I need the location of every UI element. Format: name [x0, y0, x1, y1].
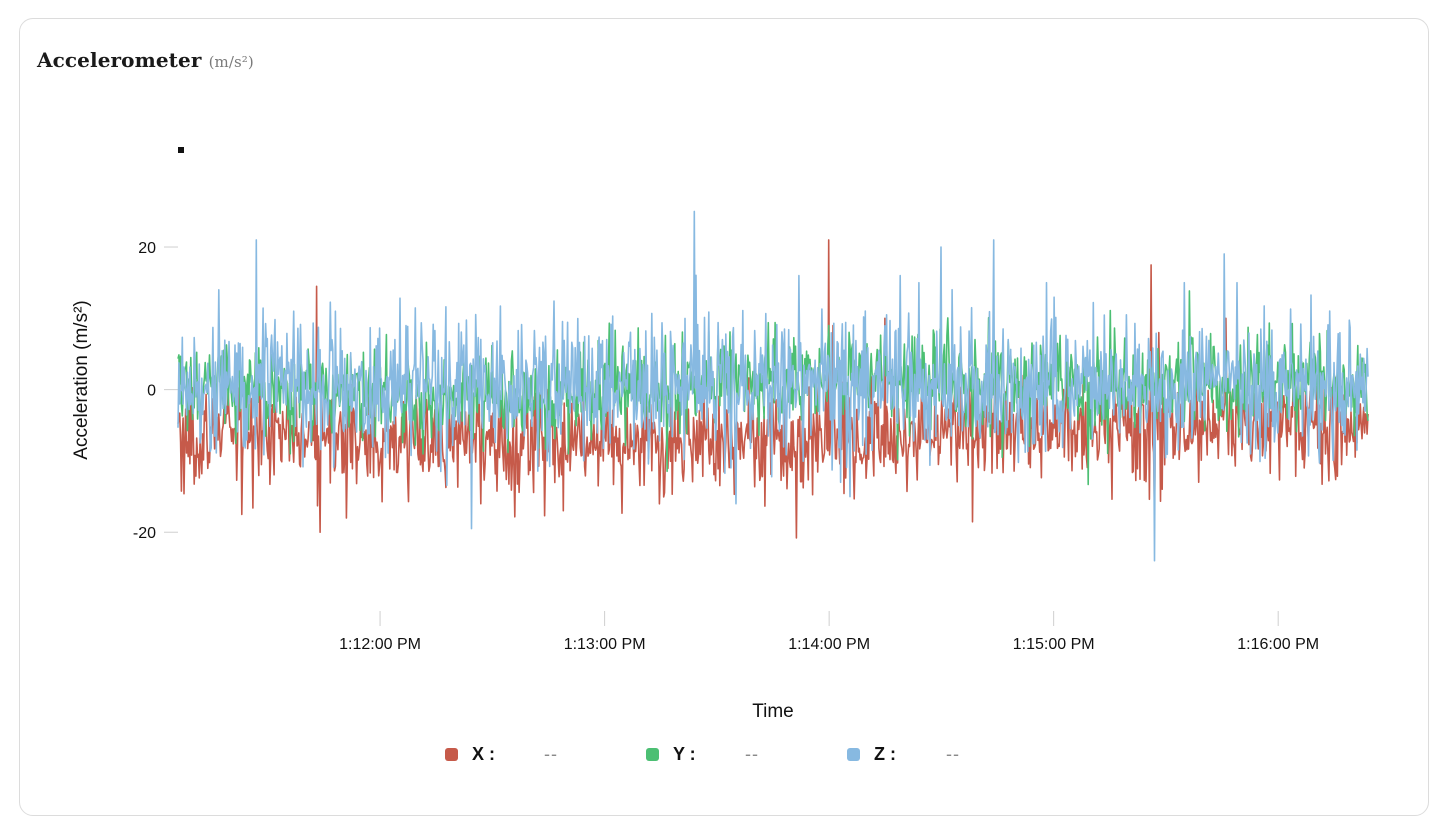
y-axis: -20 0 20: [133, 240, 178, 542]
card-title-unit: (m/s²): [208, 53, 254, 71]
legend-label: Y :: [673, 744, 696, 764]
card-title: Accelerometer (m/s²): [37, 48, 254, 72]
legend-item-x[interactable]: X : --: [445, 744, 604, 765]
chart-marker-square: [178, 147, 184, 153]
y-tick-label: -20: [133, 525, 156, 542]
x-tick-label: 1:15:00 PM: [1013, 636, 1095, 653]
x-tick-label: 1:14:00 PM: [788, 636, 870, 653]
x-tick-label: 1:12:00 PM: [339, 636, 421, 653]
legend-item-y[interactable]: Y : --: [646, 744, 805, 765]
legend-swatch: [445, 748, 458, 761]
legend-item-z[interactable]: Z : --: [847, 744, 1006, 765]
x-tick-label: 1:13:00 PM: [564, 636, 646, 653]
card-title-text: Accelerometer: [37, 48, 202, 72]
series-line-z[interactable]: [177, 210, 1369, 562]
legend-value: --: [745, 744, 759, 764]
x-axis: 1:12:00 PM 1:13:00 PM 1:14:00 PM 1:15:00 PM…: [339, 611, 1319, 653]
series-layer: [177, 210, 1369, 562]
chart-legend: X : -- Y : -- Z : --: [445, 744, 1048, 765]
y-tick-label: 0: [147, 383, 156, 400]
legend-value: --: [946, 744, 960, 764]
x-tick-label: 1:16:00 PM: [1237, 636, 1319, 653]
legend-value: --: [544, 744, 558, 764]
y-axis-title: Acceleration (m/s²): [71, 300, 92, 459]
legend-swatch: [646, 748, 659, 761]
x-axis-title: Time: [752, 701, 794, 722]
legend-label: X :: [472, 744, 496, 764]
legend-label: Z :: [874, 744, 896, 764]
legend-swatch: [847, 748, 860, 761]
y-tick-label: 20: [138, 240, 156, 257]
